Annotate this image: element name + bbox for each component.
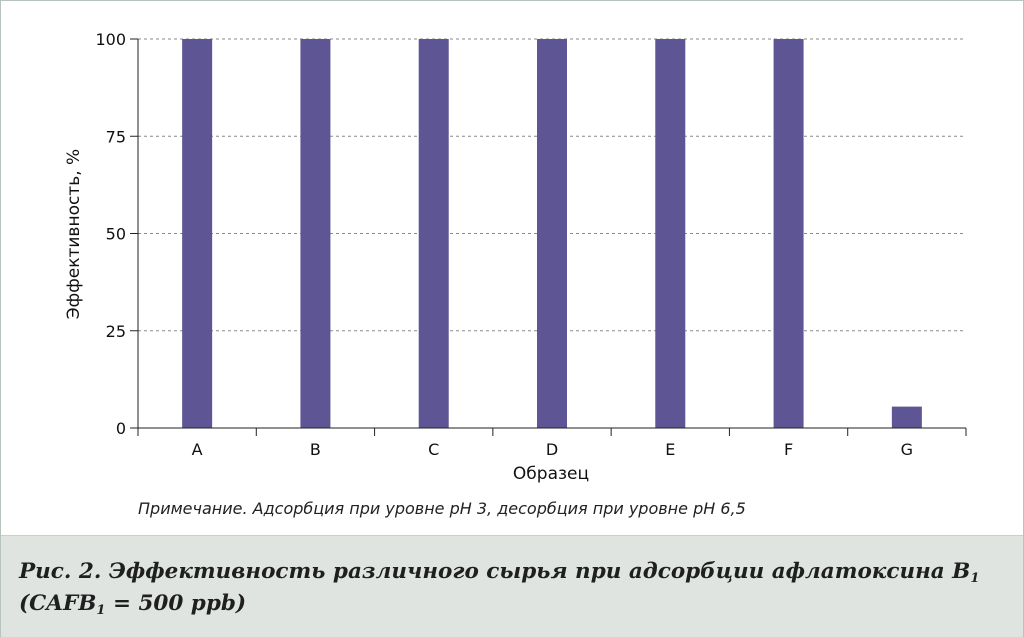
chart-note: Примечание. Адсорбция при уровне pH 3, д… [138, 499, 746, 518]
x-tick-label-F: F [784, 440, 793, 459]
caption-line2-prefix: (CAFB [19, 591, 97, 616]
caption-band: Рис. 2. Эффективность различного сырья п… [1, 535, 1023, 637]
x-tick-label-E: E [665, 440, 675, 459]
y-tick-label-75: 75 [106, 127, 126, 146]
y-axis-title: Эффективность, % [64, 149, 84, 319]
bar-B [300, 39, 331, 428]
bar-C [418, 39, 449, 428]
bar-A [182, 39, 213, 428]
caption-line1: Рис. 2. Эффективность различного сырья п… [19, 559, 971, 584]
caption-line2-subscript: 1 [96, 603, 106, 618]
chart-area: 0 25 50 75 100 A B C D E F G Эффективность, % Образ… [1, 1, 1023, 534]
y-tick-label-0: 0 [116, 419, 126, 438]
x-tick-label-G: G [901, 440, 913, 459]
figure-caption: Рис. 2. Эффективность различного сырья п… [19, 556, 1009, 620]
caption-line1-subscript: 1 [970, 571, 980, 586]
bar-E [655, 39, 686, 428]
x-tick-label-A: A [192, 440, 203, 459]
x-tick-label-B: B [310, 440, 321, 459]
axes: 0 25 50 75 100 A B C D E F G [95, 30, 967, 459]
y-tick-label-100: 100 [95, 30, 126, 49]
y-tick-label-25: 25 [106, 322, 126, 341]
bar-D [537, 39, 567, 428]
caption-line2-suffix: = 500 ppb) [105, 591, 247, 616]
bar-F [773, 39, 804, 428]
x-tick-label-D: D [546, 440, 558, 459]
bars [182, 39, 922, 428]
y-tick-label-50: 50 [106, 225, 126, 244]
bar-G [891, 406, 922, 428]
bar-chart: 0 25 50 75 100 A B C D E F G Эффективность, % Образ… [64, 30, 967, 484]
x-tick-label-C: C [428, 440, 439, 459]
x-axis-title: Образец [513, 464, 589, 484]
